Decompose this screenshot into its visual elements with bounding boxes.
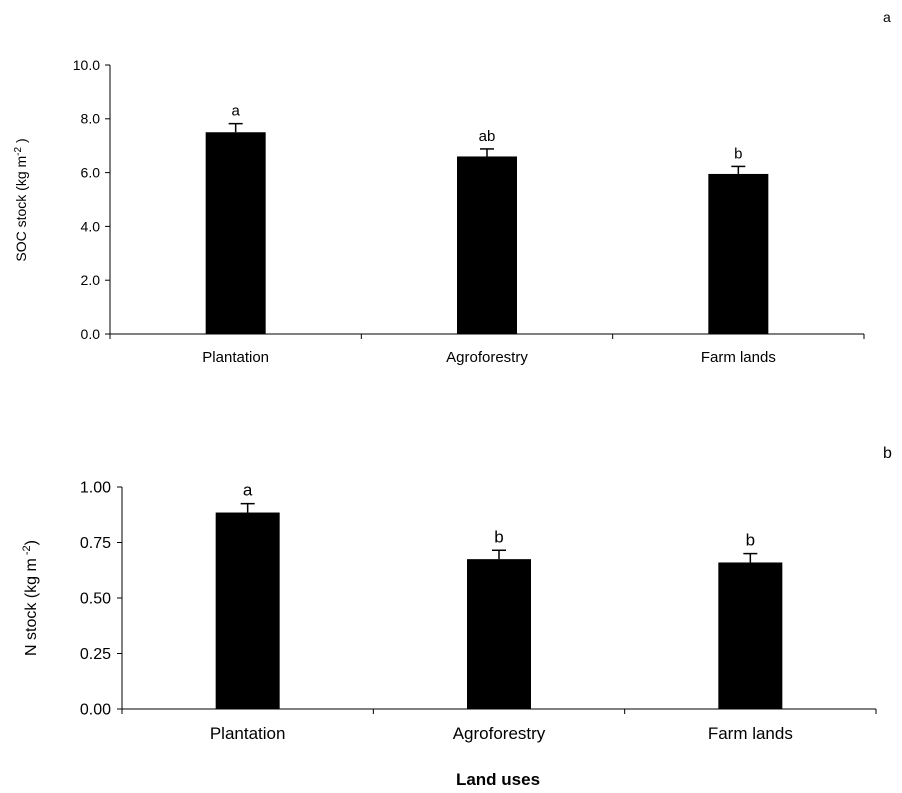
y-axis-label-a: SOC stock (kg m-2 ) xyxy=(13,138,29,261)
error-bars-a xyxy=(228,122,746,174)
y-ticks-a: 0.0 2.0 4.0 6.0 8.0 10.0 xyxy=(73,57,110,342)
y-tick-label: 1.00 xyxy=(80,480,111,497)
bars-a xyxy=(205,132,769,334)
chart-panel-b: b N stock (kg m -2) 0.00 0.25 0.50 0.75 1.00… xyxy=(21,445,892,789)
significance-letter: a xyxy=(243,481,253,500)
y-axis-label-b-main: N stock (kg m xyxy=(23,558,40,656)
y-axis-label-b-end: ) xyxy=(23,540,40,545)
panel-letter-b: b xyxy=(883,445,892,462)
y-tick-label: 8.0 xyxy=(81,111,101,127)
y-axis-label-b: N stock (kg m -2) xyxy=(21,540,40,656)
bar-agroforestry xyxy=(467,559,531,709)
y-axis-label-a-sup: -2 xyxy=(13,147,24,156)
significance-letter: b xyxy=(494,527,503,546)
bar-plantation xyxy=(215,512,280,709)
y-tick-label: 10.0 xyxy=(73,57,100,73)
x-tick-label: Farm lands xyxy=(701,349,776,366)
significance-letter: b xyxy=(746,531,755,550)
error-bars-b xyxy=(240,502,758,563)
y-tick-label: 2.0 xyxy=(81,272,101,288)
y-axis-label-a-end: ) xyxy=(13,138,29,147)
panel-letter-a: a xyxy=(883,9,891,25)
bar-plantation xyxy=(205,132,266,334)
significance-letters-a: a ab b xyxy=(231,103,742,163)
x-tick-labels-b: Plantation Agroforestry Farm lands xyxy=(210,724,793,743)
x-tick-label: Plantation xyxy=(210,724,286,743)
x-tick-label: Farm lands xyxy=(708,724,793,743)
y-axis-label-a-main: SOC stock (kg m xyxy=(13,156,29,262)
x-ticks-b xyxy=(121,709,877,714)
chart-panel-a: a SOC stock (kg m-2 ) 0.0 2.0 4.0 6.0 8.0 10.… xyxy=(13,9,891,366)
significance-letters-b: a b b xyxy=(243,481,755,550)
x-tick-label: Agroforestry xyxy=(446,349,528,366)
y-tick-label: 0.00 xyxy=(80,702,111,719)
x-axis-title: Land uses xyxy=(456,770,540,789)
significance-letter: b xyxy=(734,145,742,162)
y-tick-label: 0.75 xyxy=(80,535,111,552)
y-tick-label: 0.0 xyxy=(81,326,101,342)
x-tick-label: Agroforestry xyxy=(453,724,546,743)
y-tick-label: 0.25 xyxy=(80,646,111,663)
bar-agroforestry xyxy=(457,156,517,334)
significance-letter: ab xyxy=(479,128,496,145)
y-ticks-b: 0.00 0.25 0.50 0.75 1.00 xyxy=(80,480,122,719)
x-ticks-a xyxy=(109,334,865,339)
y-tick-label: 6.0 xyxy=(81,165,101,181)
significance-letter: a xyxy=(231,103,240,120)
x-tick-labels-a: Plantation Agroforestry Farm lands xyxy=(202,349,776,366)
bars-b xyxy=(215,512,783,709)
y-axis-label-b-sup: -2 xyxy=(21,545,33,558)
bar-farm-lands xyxy=(718,562,783,709)
y-tick-label: 4.0 xyxy=(81,218,101,234)
y-tick-label: 0.50 xyxy=(80,591,111,608)
bar-farm-lands xyxy=(708,173,769,334)
x-tick-label: Plantation xyxy=(202,349,269,366)
